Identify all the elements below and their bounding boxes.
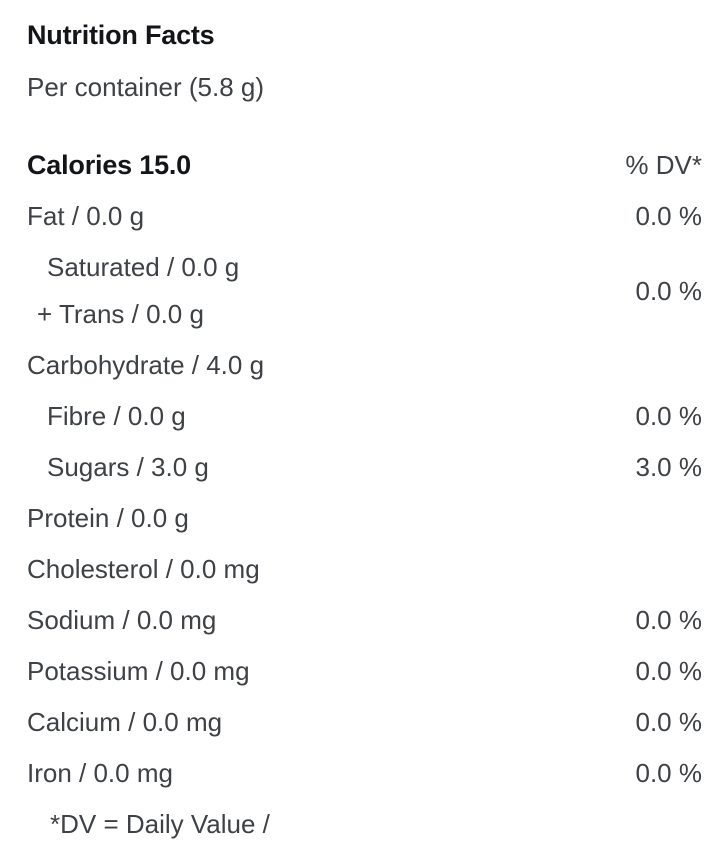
nutrient-dv-value: 0.0 %	[635, 707, 703, 737]
nutrient-dv-value: 3.0 %	[635, 452, 703, 482]
nutrient-dv-value: 0.0 %	[635, 401, 703, 431]
nutrient-label: Cholesterol / 0.0 mg	[27, 554, 260, 584]
nutrient-label: Iron / 0.0 mg	[27, 758, 173, 788]
nutrient-label: Protein / 0.0 g	[27, 503, 189, 533]
nutrient-dv-value: 0.0 %	[635, 201, 703, 231]
calories-label: Calories 15.0	[27, 150, 192, 180]
nutrient-row: Carbohydrate / 4.0 g	[27, 340, 702, 391]
dv-footnote: *DV = Daily Value /	[50, 809, 270, 839]
nutrient-label: Carbohydrate / 4.0 g	[27, 350, 265, 380]
nutrient-row: Sodium / 0.0 mg 0.0 %	[27, 595, 702, 646]
nutrient-label: Potassium / 0.0 mg	[27, 656, 250, 686]
nutrient-row: Iron / 0.0 mg 0.0 %	[27, 748, 702, 799]
nutrient-rows: Fat / 0.0 g 0.0 % Saturated / 0.0 g + Trans…	[27, 191, 702, 799]
nutrient-row: Fat / 0.0 g 0.0 %	[27, 191, 702, 242]
nutrient-row: Fibre / 0.0 g 0.0 %	[27, 391, 702, 442]
nutrient-row: Cholesterol / 0.0 mg	[27, 544, 702, 595]
serving-size-text: Per container (5.8 g)	[27, 72, 265, 102]
nutrient-label: Saturated / 0.0 g	[47, 252, 240, 282]
nutrient-row: Potassium / 0.0 mg 0.0 %	[27, 646, 702, 697]
nutrient-label: Sugars / 3.0 g	[47, 452, 209, 482]
nutrient-dv-value: 0.0 %	[635, 275, 703, 306]
nutrient-label: Sodium / 0.0 mg	[27, 605, 217, 635]
nutrient-dv-value: 0.0 %	[635, 758, 703, 788]
nutrient-label: Fat / 0.0 g	[27, 201, 145, 231]
nutrient-label: Calcium / 0.0 mg	[27, 707, 223, 737]
dv-column-header: % DV*	[625, 150, 702, 180]
nutrient-row: Calcium / 0.0 mg 0.0 %	[27, 697, 702, 748]
nutrient-row: Protein / 0.0 g	[27, 493, 702, 544]
nutrient-row: Sugars / 3.0 g 3.0 %	[27, 442, 702, 493]
nutrition-facts-title: Nutrition Facts	[27, 20, 215, 50]
nutrient-row-group: Saturated / 0.0 g + Trans / 0.0 g 0.0 %	[27, 242, 702, 340]
nutrient-dv-value: 0.0 %	[635, 656, 703, 686]
calories-row: Calories 15.0 % DV*	[27, 140, 702, 191]
nutrient-dv-value: 0.0 %	[635, 605, 703, 635]
nutrient-label: + Trans / 0.0 g	[37, 299, 204, 329]
nutrient-label: Fibre / 0.0 g	[47, 401, 186, 431]
nutrient-label-lines: Saturated / 0.0 g + Trans / 0.0 g	[27, 242, 239, 340]
